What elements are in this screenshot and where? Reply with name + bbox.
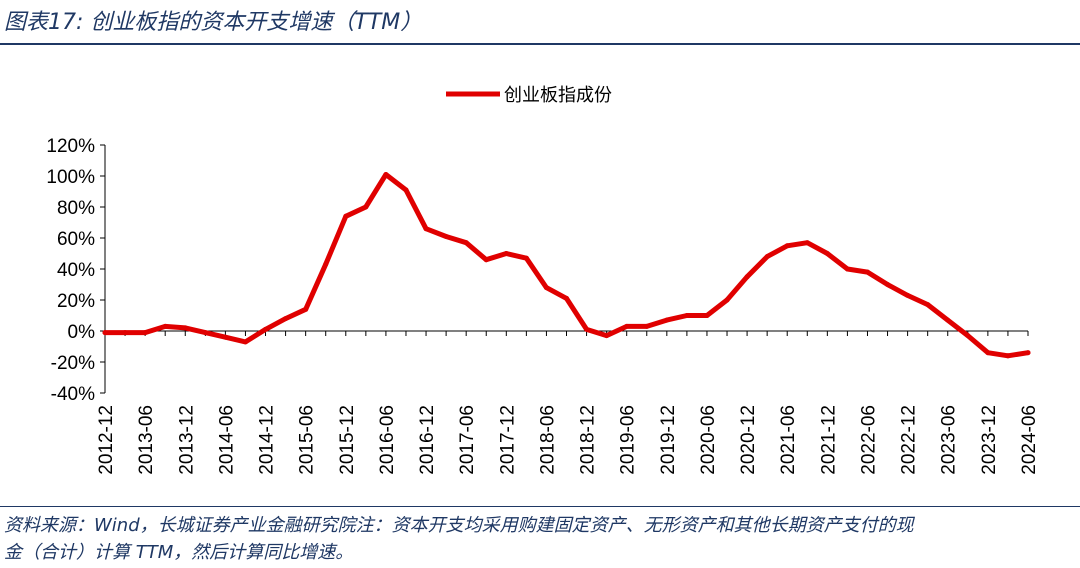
x-tick-label: 2015-12 <box>337 405 358 475</box>
source-divider <box>0 506 1080 507</box>
x-tick-label: 2013-12 <box>176 405 197 475</box>
x-tick-label: 2024-06 <box>1019 405 1040 475</box>
y-tick-label: 100% <box>46 167 95 188</box>
data-point <box>443 234 449 239</box>
data-point <box>584 326 590 332</box>
legend: 创业板指成份 <box>446 85 612 106</box>
data-point <box>724 297 730 303</box>
data-point <box>925 302 931 308</box>
data-point <box>885 282 890 287</box>
data-point <box>182 325 188 331</box>
data-point <box>644 323 650 329</box>
data-point <box>744 274 750 280</box>
data-point <box>403 187 409 193</box>
x-tick-label: 2022-06 <box>858 405 879 475</box>
data-point <box>824 251 830 256</box>
legend-label: 创业板指成份 <box>504 85 612 106</box>
y-tick-label: -20% <box>51 353 95 374</box>
data-point <box>543 285 549 291</box>
data-point <box>423 226 429 232</box>
x-tick-label: 2016-12 <box>417 405 438 475</box>
x-tick-label: 2016-06 <box>377 405 398 475</box>
y-tick-label: 40% <box>57 260 95 281</box>
source-note-line-2: 金（合计）计算 TTM，然后计算同比增速。 <box>4 542 354 563</box>
x-tick-label: 2017-06 <box>457 405 478 475</box>
source-note-line-1: 资料来源：Wind，长城证券产业金融研究院注：资本开支均采用购建固定资产、无形资… <box>4 515 914 536</box>
source-note: 资料来源：Wind，长城证券产业金融研究院注：资本开支均采用购建固定资产、无形资… <box>4 512 1076 566</box>
title-divider <box>0 43 1080 45</box>
data-point <box>704 313 710 318</box>
data-point <box>664 317 670 323</box>
data-point <box>122 330 128 336</box>
data-point <box>985 350 991 356</box>
data-point <box>323 261 329 267</box>
data-point <box>965 333 971 339</box>
data-point <box>784 243 790 249</box>
data-point <box>804 240 810 246</box>
x-tick-label: 2021-12 <box>818 405 839 475</box>
data-point <box>624 323 630 329</box>
x-tick-label: 2019-06 <box>618 405 639 475</box>
data-point <box>764 254 770 260</box>
y-tick-label: 60% <box>57 229 95 250</box>
x-tick-label: 2022-12 <box>899 405 920 475</box>
data-point <box>1025 350 1031 356</box>
data-point <box>1005 353 1011 359</box>
x-tick-label: 2019-12 <box>658 405 679 475</box>
data-point <box>684 313 690 318</box>
x-tick-label: 2015-06 <box>297 405 318 475</box>
data-point <box>945 317 951 323</box>
data-point <box>142 330 148 336</box>
y-tick-label: 20% <box>57 291 95 312</box>
x-tick-label: 2017-12 <box>497 405 518 475</box>
x-tick-label: 2021-06 <box>778 405 799 475</box>
x-tick-label: 2012-12 <box>96 405 117 475</box>
data-point <box>865 269 870 275</box>
data-point <box>564 295 569 301</box>
x-tick-label: 2020-06 <box>698 405 719 475</box>
data-point <box>363 204 369 210</box>
data-point <box>202 330 208 336</box>
x-tick-label: 2018-06 <box>537 405 558 475</box>
data-point <box>243 339 248 345</box>
data-point <box>905 292 911 298</box>
x-tick-label: 2013-06 <box>136 405 157 475</box>
series-line <box>102 172 1031 359</box>
data-point <box>503 251 509 256</box>
plot-area: 120% 100% 80% 60% 40% 20% 0% -20% -40%2012-12 201… <box>46 136 1040 475</box>
data-point <box>162 323 168 329</box>
figure-title: 图表17: 创业板指的资本开支增速（TTM） <box>4 10 423 35</box>
data-point <box>383 172 389 177</box>
data-point <box>263 326 268 332</box>
data-point <box>844 266 850 272</box>
data-point <box>523 255 529 261</box>
data-point <box>483 257 489 263</box>
data-point <box>463 240 469 246</box>
x-tick-label: 2023-12 <box>979 405 1000 475</box>
x-tick-label: 2014-12 <box>257 405 278 475</box>
data-point <box>283 316 289 322</box>
x-tick-label: 2018-12 <box>578 405 599 475</box>
data-point <box>604 333 610 339</box>
data-point <box>102 330 108 336</box>
x-tick-label: 2020-12 <box>738 405 759 475</box>
data-point <box>222 334 228 340</box>
x-tick-label: 2014-06 <box>216 405 237 475</box>
x-tick-label: 2023-06 <box>939 405 960 475</box>
data-point <box>303 306 309 312</box>
y-tick-label: 0% <box>68 322 96 343</box>
data-point <box>343 213 349 219</box>
line-chart: 创业板指成份 120%100%80%60%40%20%0%-20%-40%201… <box>46 85 1040 475</box>
y-tick-label: 120% <box>46 136 95 157</box>
y-tick-label: 80% <box>57 198 95 219</box>
y-tick-label: -40% <box>51 384 95 405</box>
